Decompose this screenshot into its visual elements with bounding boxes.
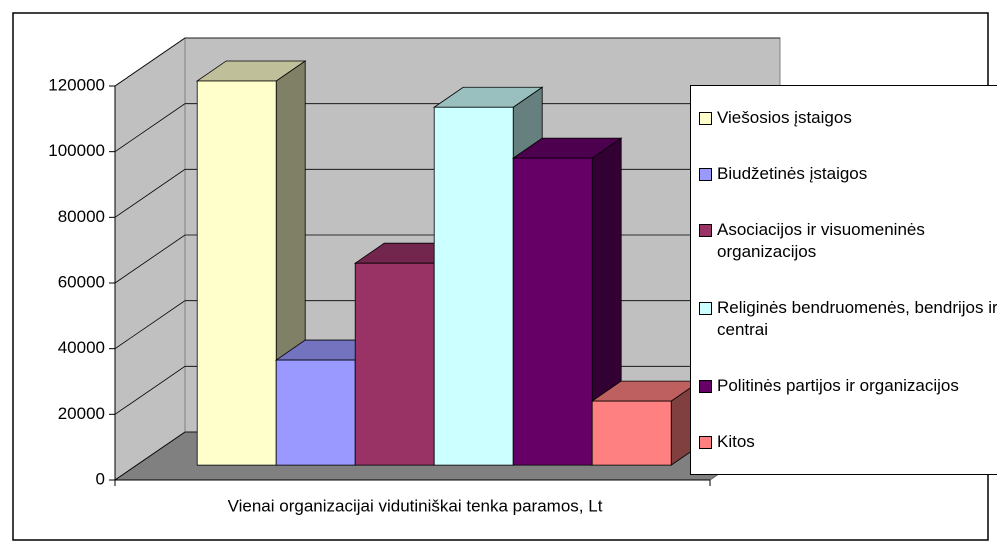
legend-label: Viešosios įstaigos <box>717 108 852 127</box>
legend-item: Politinės partijos ir organizacijos <box>699 375 997 397</box>
legend-swatch <box>699 380 712 393</box>
legend-swatch <box>699 168 712 181</box>
bar <box>591 400 672 466</box>
bar <box>275 359 356 466</box>
grid-line <box>114 37 780 87</box>
y-tick-label: 40000 <box>58 338 105 357</box>
grid-line <box>114 103 780 152</box>
bar <box>196 80 277 466</box>
legend-label: Biudžetinės įstaigos <box>717 164 868 183</box>
legend-item: Religinės bendruomenės, bendrijos ir cen… <box>699 297 997 341</box>
legend-swatch <box>699 112 712 125</box>
legend-label: Kitos <box>717 432 755 451</box>
bar <box>433 106 514 466</box>
legend-item: Viešosios įstaigos <box>699 107 997 129</box>
category-label: Vienai organizacijai vidutiniškai tenka … <box>228 496 603 515</box>
legend: Viešosios įstaigos Biudžetinės įstaigos As… <box>690 85 997 475</box>
legend-swatch <box>699 436 712 449</box>
legend-swatch <box>699 302 712 315</box>
bar <box>354 262 435 466</box>
legend-label: Politinės partijos ir organizacijos <box>717 376 959 395</box>
y-tick-label: 20000 <box>58 404 105 423</box>
y-tick-label: 60000 <box>58 272 105 291</box>
legend-item: Biudžetinės įstaigos <box>699 163 997 185</box>
legend-item: Asociacijos ir visuomeninės organizacijo… <box>699 219 997 263</box>
y-tick-label: 80000 <box>58 207 105 226</box>
legend-swatch <box>699 224 712 237</box>
y-tick-label: 0 <box>96 469 105 488</box>
y-tick-label: 100000 <box>48 141 105 160</box>
legend-label: Asociacijos ir visuomeninės organizacijo… <box>717 220 925 261</box>
legend-item: Kitos <box>699 431 997 453</box>
legend-label: Religinės bendruomenės, bendrijos ir cen… <box>717 298 997 339</box>
y-tick-label: 120000 <box>48 75 105 94</box>
bar <box>512 157 593 466</box>
